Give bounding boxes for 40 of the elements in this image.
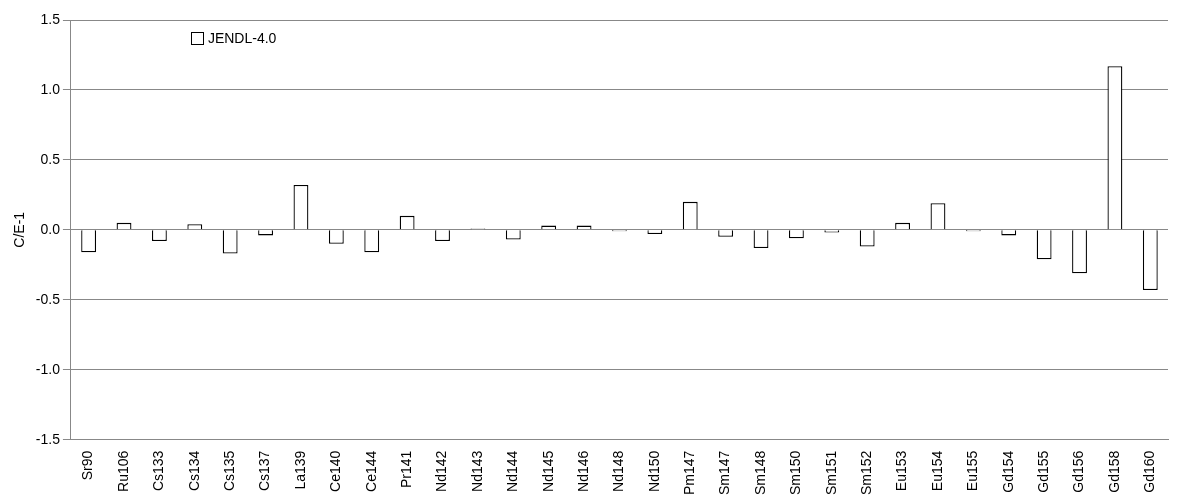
x-tick-label: Ce144 [362,450,379,492]
text: JENDL-4.0 [207,30,277,46]
x-tick-label: Nd142 [433,450,450,492]
x-tick-label: Gd155 [1035,450,1051,493]
y-tick-label: 0.5 [40,150,61,167]
x-tick-label: Cs135 [221,450,238,492]
x-tick-label: Ru106 [114,450,131,492]
y-tick-label: 0.0 [40,220,61,237]
x-tick-label: Eu153 [893,450,910,492]
x-tick-label: Ce140 [327,450,344,492]
x-tick-label: Gd160 [1141,450,1158,493]
x-tick-label: Nd143 [468,450,485,492]
x-tick-label: Pr141 [397,450,414,488]
x-tick-label: Nd148 [610,450,627,492]
x-tick-label: Sr90 [79,450,96,481]
x-tick-label: La139 [291,450,308,490]
x-tick-label: Gd156 [1070,450,1087,493]
x-tick-label: Sm152 [858,450,875,495]
x-tick-label: Pm147 [681,450,698,495]
x-tick-label: Cs134 [185,450,202,492]
x-tick-label: Sm147 [716,450,733,495]
x-tick-label: Eu155 [964,450,981,492]
y-axis-title: C/E-1 [11,211,28,248]
x-tick-label: Sm151 [822,450,839,495]
x-tick-label: Cs133 [150,450,167,492]
y-tick-label: -1.5 [35,430,61,447]
y-tick-label: 1.5 [40,10,61,27]
y-tick-label: -1.0 [35,360,61,377]
x-tick-label: Sm150 [787,450,804,495]
x-tick-label: Sm148 [751,450,768,495]
x-tick-label: Gd158 [1105,450,1122,493]
x-tick-label: Cs137 [256,450,273,492]
x-tick-label: Nd150 [645,450,662,492]
x-tick-label: Nd145 [539,450,556,492]
x-tick-label: Nd144 [504,450,521,492]
y-tick-label: 1.0 [40,80,61,97]
x-tick-label: Nd146 [574,450,591,492]
x-tick-label: Eu154 [928,450,945,492]
y-tick-label: -0.5 [35,290,61,307]
x-tick-label: Gd154 [999,450,1016,493]
